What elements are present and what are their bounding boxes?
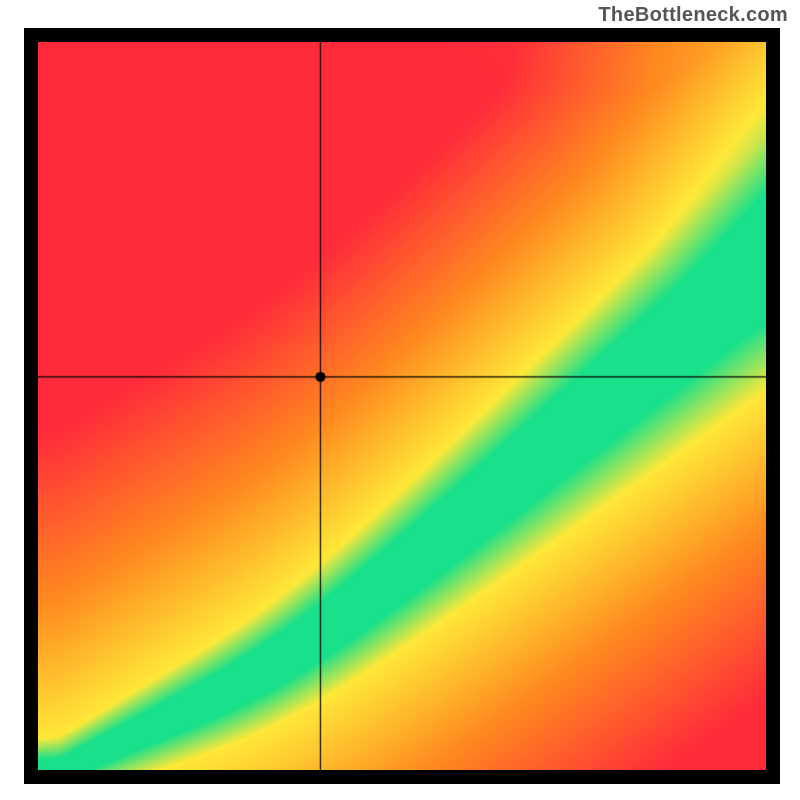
plot-area	[24, 28, 780, 784]
heatmap-canvas	[38, 42, 766, 770]
watermark-text: TheBottleneck.com	[598, 4, 788, 27]
chart-container: TheBottleneck.com	[0, 0, 800, 800]
